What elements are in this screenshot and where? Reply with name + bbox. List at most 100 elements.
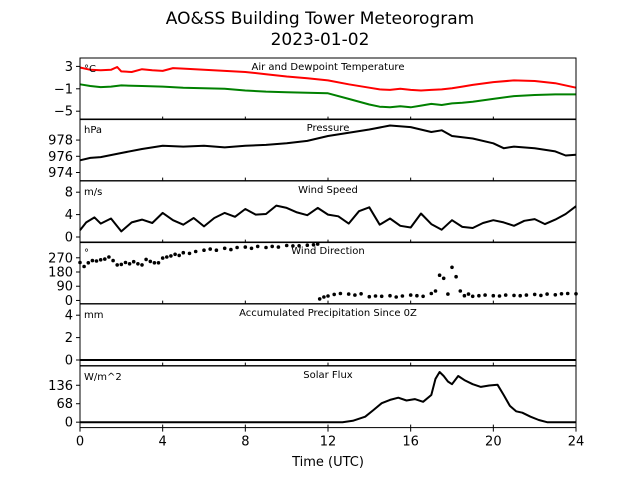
wind-direction-point: [400, 294, 405, 298]
wind-direction-point: [433, 289, 438, 293]
wind-direction-point: [136, 262, 140, 266]
wind-direction-point: [90, 258, 95, 263]
wind-direction-point: [131, 259, 136, 264]
panel-title: Wind Direction: [291, 246, 365, 257]
wind-direction-point: [359, 292, 363, 296]
wind-direction-point: [415, 293, 419, 298]
wind-direction-point: [202, 248, 206, 252]
wind-direction-point: [353, 293, 357, 297]
wind-direction-point: [165, 255, 169, 259]
wind-direction-point: [326, 294, 330, 298]
y-tick-label: 0: [65, 416, 73, 431]
panel-title: Pressure: [307, 123, 350, 134]
wind-direction-point: [208, 247, 212, 251]
wind-direction-point: [127, 262, 132, 266]
y-tick-label: 8: [65, 186, 73, 201]
wind-direction-point: [111, 258, 115, 263]
wind-direction-point: [388, 293, 392, 298]
wind-direction-point: [276, 245, 281, 249]
y-tick-label: −1: [54, 82, 73, 97]
y-tick-label: 270: [48, 251, 73, 266]
wind-direction-point: [229, 247, 233, 252]
wind-direction-point: [214, 248, 219, 252]
wind-direction-point: [477, 293, 481, 298]
panel-unit-label: W/m^2: [84, 372, 122, 383]
wind-direction-point: [466, 292, 471, 296]
y-tick-label: 136: [48, 379, 73, 394]
wind-direction-point: [373, 294, 378, 298]
wind-direction-point: [144, 257, 148, 262]
wind-direction-point: [338, 291, 343, 296]
wind-direction-point: [140, 263, 144, 267]
wind-direction-point: [470, 294, 475, 299]
wind-direction-point: [222, 246, 227, 251]
wind-direction-point: [332, 292, 337, 297]
wind-direction-point: [177, 253, 181, 258]
wind-direction-point: [429, 291, 434, 296]
wind-direction-point: [187, 251, 192, 256]
wind-direction-point: [446, 292, 450, 296]
wind-direction-point: [115, 263, 119, 267]
panel-title: Solar Flux: [303, 370, 353, 381]
wind-direction-point: [317, 297, 322, 301]
wind-direction-point: [107, 255, 111, 259]
y-tick-label: 68: [56, 397, 73, 412]
wind-direction-point: [553, 293, 558, 297]
wind-direction-point: [450, 265, 454, 270]
wind-direction-point: [524, 293, 529, 297]
wind-direction-point: [98, 258, 103, 262]
y-tick-label: 90: [56, 280, 73, 295]
x-axis: 0 4 8 12 16 20 24: [76, 427, 584, 450]
panel-title: Accumulated Precipitation Since 0Z: [239, 308, 417, 319]
wind-direction-point: [181, 250, 186, 255]
wind-direction-point: [315, 242, 320, 246]
y-tick-label: 0: [65, 231, 73, 246]
x-axis-tick-label: 20: [485, 435, 502, 450]
panel-unit-label: °C: [84, 64, 96, 75]
panel-unit-label: m/s: [84, 187, 102, 198]
solar-line: [80, 371, 576, 424]
figure-date: 2023-01-02: [271, 30, 370, 50]
wind-direction-point: [148, 259, 153, 264]
panel-5: 4 2 0 mm Accumulated Precipitation Since 0Z: [65, 303, 577, 369]
wind-direction-point: [311, 243, 316, 247]
wind-direction-point: [441, 276, 446, 281]
wind-direction-point: [421, 294, 425, 299]
wind-direction-point: [160, 256, 165, 260]
y-tick-label: 4: [65, 208, 73, 223]
wind-direction-point: [462, 293, 467, 298]
panel-3: 8 4 0 m/s Wind Speed: [65, 180, 577, 246]
x-axis-label: Time (UTC): [291, 455, 364, 470]
panel-title: Wind Speed: [298, 185, 358, 196]
dewpoint-line: [79, 83, 576, 109]
wind-direction-point: [458, 289, 463, 293]
x-axis-tick-label: 16: [402, 435, 419, 450]
wind-direction-point: [291, 244, 295, 248]
pressure-line: [79, 124, 577, 162]
wind-direction-point: [322, 295, 326, 299]
wind-direction-point: [539, 293, 543, 298]
wind-direction-point: [173, 252, 177, 257]
y-tick-label: 3: [65, 60, 73, 75]
wind-direction-point: [379, 294, 384, 299]
wind-direction-point: [437, 273, 442, 278]
wind-direction-point: [169, 254, 173, 258]
wind-direction-point: [119, 262, 124, 267]
wind-direction-point: [565, 291, 570, 296]
wind-direction-point: [270, 244, 275, 249]
panel-unit-label: hPa: [84, 125, 102, 136]
wind-direction-point: [152, 261, 157, 265]
wind-direction-point: [284, 243, 289, 248]
wind-direction-point: [86, 261, 91, 265]
wind-direction-point: [264, 245, 268, 250]
wind-direction-point: [243, 245, 248, 249]
y-tick-label: 976: [48, 150, 73, 165]
x-axis-tick-label: 12: [320, 435, 337, 450]
y-tick-label: 0: [65, 354, 73, 369]
wind-direction-point: [82, 264, 86, 269]
y-tick-label: 2: [65, 331, 73, 346]
panels: 3−1−5°C Air and Dewpoint Temperature97897…: [48, 57, 578, 431]
y-tick-label: 180: [48, 266, 73, 281]
